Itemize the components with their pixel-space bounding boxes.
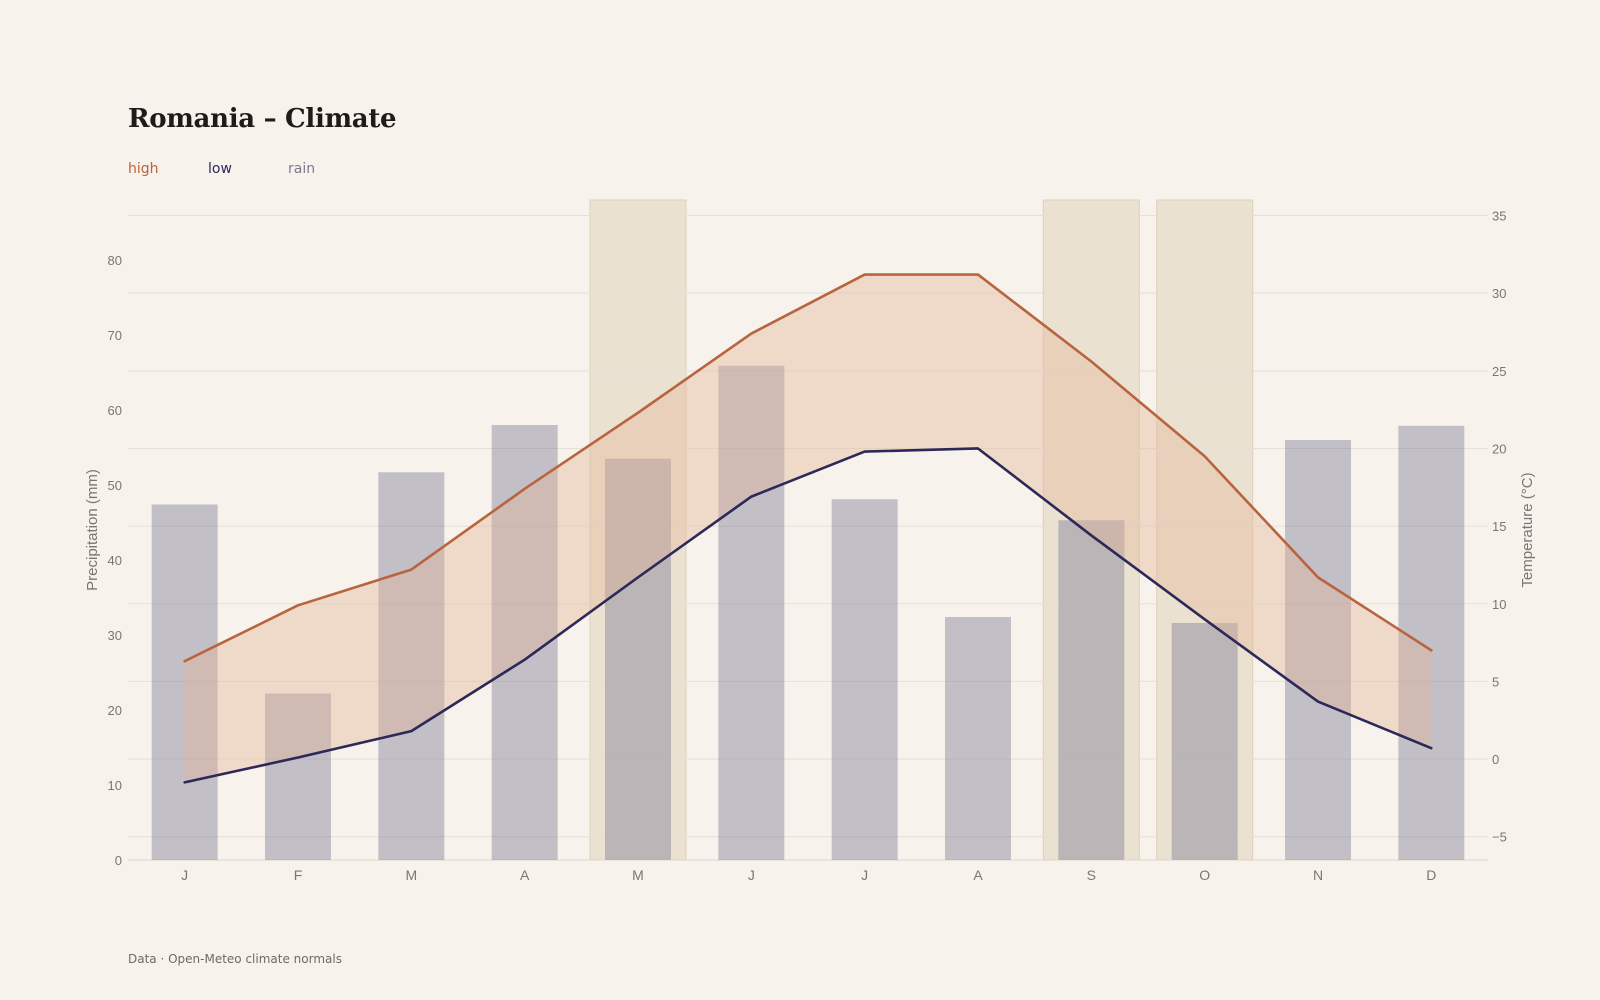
x-tick-label: M xyxy=(632,867,644,883)
y2-tick-label: 25 xyxy=(1492,364,1506,379)
bar-rain xyxy=(605,458,671,860)
y2-tick-label: 35 xyxy=(1492,209,1506,224)
x-tick-label: D xyxy=(1426,867,1436,883)
x-tick-label: S xyxy=(1087,867,1096,883)
temperature-band xyxy=(184,274,1432,783)
bar-rain xyxy=(378,472,445,860)
x-tick-label: N xyxy=(1313,867,1323,883)
bar-rain xyxy=(265,693,331,860)
y2-tick-label: −5 xyxy=(1492,830,1507,845)
y2-axis-title: Temperature (°C) xyxy=(1519,472,1536,587)
bar-rain xyxy=(1398,425,1465,860)
y-tick-label: 60 xyxy=(108,403,122,418)
y-tick-label: 50 xyxy=(108,478,122,493)
y-tick-label: 20 xyxy=(108,703,122,718)
x-tick-label: J xyxy=(861,867,868,883)
y-tick-label: 80 xyxy=(108,253,122,268)
line-low xyxy=(183,447,1433,784)
x-tick-label: A xyxy=(973,867,983,883)
highlight-band xyxy=(1042,199,1140,861)
x-tick-label: O xyxy=(1199,867,1210,883)
y-tick-label: 10 xyxy=(108,778,122,793)
y-tick-label: 40 xyxy=(108,553,122,568)
y2-tick-label: 30 xyxy=(1492,286,1506,301)
bar-rain xyxy=(1285,440,1351,860)
bar-rain xyxy=(831,499,898,860)
y2-tick-label: 15 xyxy=(1492,519,1506,534)
y-axis-title: Precipitation (mm) xyxy=(84,469,101,591)
x-tick-label: A xyxy=(520,867,530,883)
source-note: Data · Open-Meteo climate normals xyxy=(128,952,342,966)
bar-rain xyxy=(718,365,785,860)
bar-rain xyxy=(151,504,218,860)
x-tick-label: J xyxy=(181,867,188,883)
x-tick-label: M xyxy=(405,867,417,883)
chart-title: Romania – Climate xyxy=(128,104,397,134)
bar-rain xyxy=(1058,520,1125,860)
line-high xyxy=(183,273,1433,663)
y2-tick-label: 5 xyxy=(1492,674,1499,689)
y2-tick-label: 20 xyxy=(1492,441,1506,456)
y-tick-label: 30 xyxy=(108,628,122,643)
y2-tick-label: 10 xyxy=(1492,597,1506,612)
bar-rain xyxy=(945,617,1011,860)
highlight-band xyxy=(589,199,687,861)
legend-rain: rain xyxy=(288,161,316,177)
y2-tick-label: 0 xyxy=(1492,752,1499,767)
x-tick-label: F xyxy=(294,867,303,883)
y-tick-label: 0 xyxy=(115,853,122,868)
bar-rain xyxy=(1171,623,1238,860)
x-tick-label: J xyxy=(748,867,755,883)
y-tick-label: 70 xyxy=(108,328,122,343)
highlight-band xyxy=(1156,199,1254,861)
legend-high: high xyxy=(128,161,159,177)
legend-low: low xyxy=(208,161,232,177)
